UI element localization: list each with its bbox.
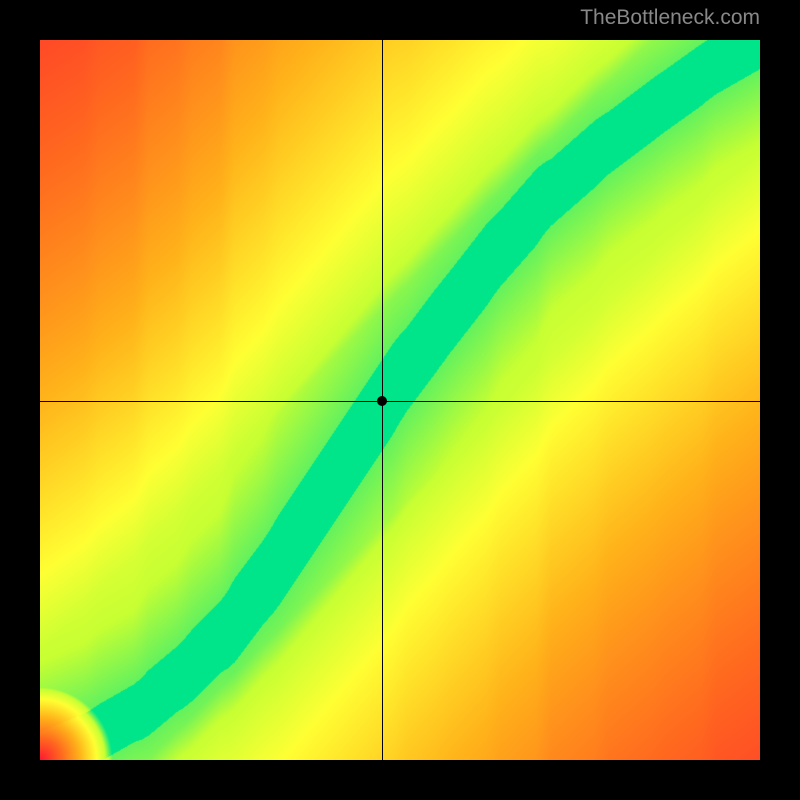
heatmap-canvas [40,40,760,760]
crosshair-horizontal [40,401,760,402]
marker-point [377,396,387,406]
attribution-text: TheBottleneck.com [580,6,760,30]
plot-area [40,40,760,760]
